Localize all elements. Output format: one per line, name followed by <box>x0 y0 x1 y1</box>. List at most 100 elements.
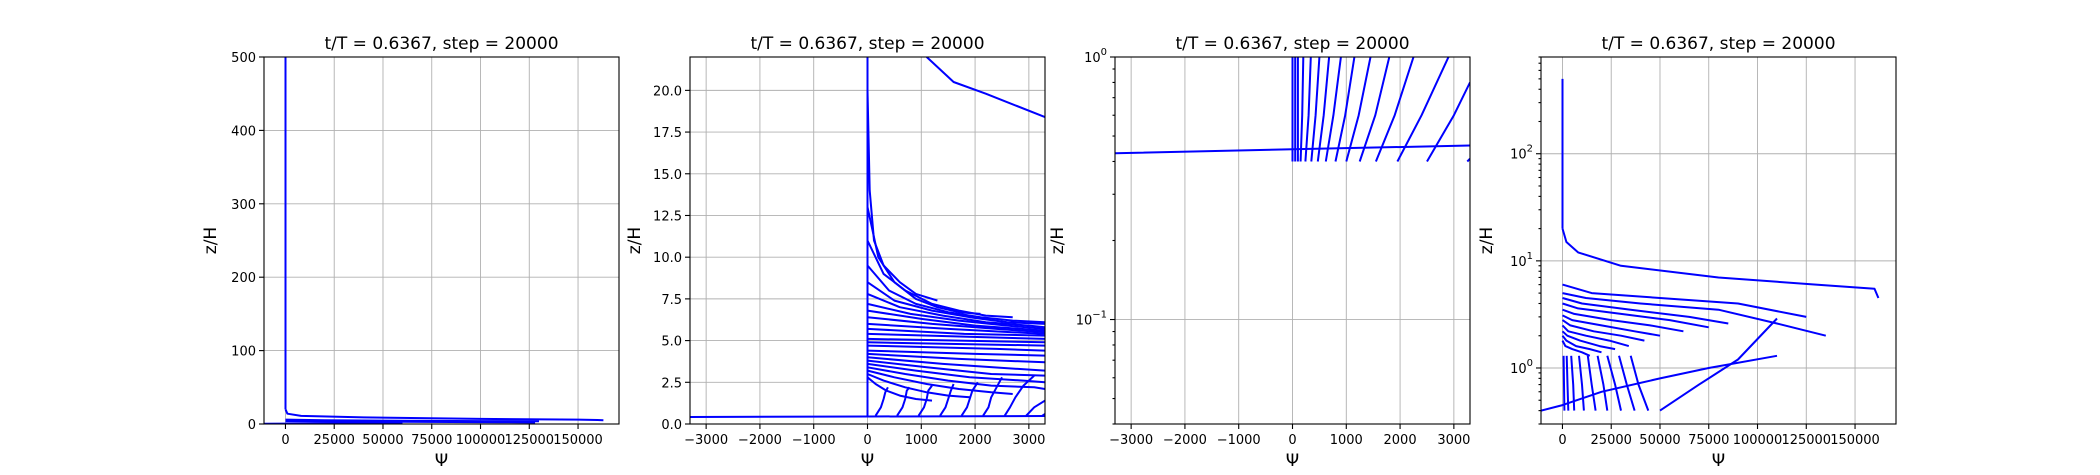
subplot-4-profile-line <box>1562 308 1684 333</box>
subplot-2-profile-line <box>867 344 1045 352</box>
subplot-4: t/T = 0.6367, step = 20000 Ψ z/H 0 25000 5… <box>1477 34 1897 471</box>
subplot-4-profile-line <box>1606 355 1622 411</box>
subplot-4-profile-line <box>1659 317 1778 412</box>
subplot-4-x-tick-label: 125000 <box>1781 433 1831 448</box>
subplot-2-y-tick-label: 20.0 <box>653 84 682 99</box>
subplot-4-profile-line <box>1562 292 1827 337</box>
subplot-2-profile-line <box>867 373 970 399</box>
subplot-3-x-tick-label: −2000 <box>1163 433 1207 448</box>
subplot-4-y-axis-label: z/H <box>1477 227 1497 254</box>
subplot-2-y-tick-label: 2.5 <box>661 376 682 391</box>
subplot-3-x-tick-label: 1000 <box>1330 433 1363 448</box>
subplot-1: t/T = 0.6367, step = 20000 Ψ z/H 0 25000 5… <box>201 34 620 471</box>
subplot-2-profile-line <box>866 206 981 315</box>
subplot-4-profile-line <box>1618 355 1636 411</box>
subplot-3-x-tick-label: 0 <box>1288 433 1296 448</box>
subplot-2-profile-line <box>867 362 1045 384</box>
subplot-3: t/T = 0.6367, step = 20000 Ψ z/H −3000 −2… <box>1048 34 1471 471</box>
subplot-2-profile-line <box>939 383 955 417</box>
subplot-1-axes-frame <box>263 56 620 425</box>
subplot-2-y-tick-label: 15.0 <box>653 168 682 183</box>
subplot-1-y-tick-label: 100 <box>231 345 256 360</box>
subplot-2-axes-frame <box>689 56 1046 425</box>
subplot-2-profile-line <box>867 341 1045 347</box>
subplot-4-profile-line <box>1578 355 1585 411</box>
subplot-3-y-axis-label: z/H <box>1048 227 1068 254</box>
subplot-2-profile-line <box>960 381 979 417</box>
subplot-2-profile-line <box>1003 374 1035 417</box>
subplot-2-profile-line <box>867 352 1045 364</box>
subplot-3-profile-line <box>1426 81 1470 163</box>
subplot-1-x-axis-label: Ψ <box>435 451 448 471</box>
subplot-2-title: t/T = 0.6367, step = 20000 <box>750 34 984 54</box>
subplot-3-profile-line <box>1358 57 1391 162</box>
subplot-2-y-tick-label: 12.5 <box>653 209 682 224</box>
subplot-4-profile-line <box>1562 355 1566 411</box>
subplot-2-y-tick-label: 5.0 <box>661 335 682 350</box>
subplot-3-profile-line <box>1345 57 1372 162</box>
subplot-4-x-tick-label: 75000 <box>1688 433 1729 448</box>
subplot-1-x-tick-label: 125000 <box>504 433 554 448</box>
subplot-1-y-axis-label: z/H <box>201 227 221 254</box>
subplot-4-profile-line <box>1561 330 1616 351</box>
subplot-2-y-tick-label: 0.0 <box>661 418 682 433</box>
subplot-2-lines <box>690 57 1045 418</box>
subplot-2-y-tick-label: 10.0 <box>653 251 682 266</box>
subplot-4-x-tick-label: 150000 <box>1830 433 1880 448</box>
subplot-2-profile-line <box>867 309 1045 332</box>
subplot-4-profile-line <box>1562 283 1807 318</box>
subplot-3-x-tick-label: 2000 <box>1384 433 1417 448</box>
subplot-3-profile-line <box>1310 57 1321 162</box>
subplot-1-profile-line <box>284 408 604 422</box>
subplot-1-grid <box>264 56 619 425</box>
subplot-2-profile-line <box>917 385 933 417</box>
subplot-4-profile-line <box>1570 355 1576 411</box>
subplot-2-profile-line <box>874 386 889 417</box>
subplot-1-y-tick-label: 200 <box>231 271 256 286</box>
subplot-3-lines <box>1115 57 1470 163</box>
subplot-2-profile-line <box>926 57 1045 119</box>
subplot-4-profile-line <box>1565 355 1570 411</box>
subplot-4-profile-line <box>1561 340 1591 357</box>
subplot-2-x-tick-label: 3000 <box>1012 433 1045 448</box>
subplot-4-axes-frame <box>1540 56 1897 425</box>
subplot-2: t/T = 0.6367, step = 20000 Ψ z/H −3000 −2… <box>625 34 1046 471</box>
subplot-4-title: t/T = 0.6367, step = 20000 <box>1601 34 1835 54</box>
subplot-1-x-tick-label: 150000 <box>553 433 603 448</box>
subplot-4-x-tick-label: 25000 <box>1591 433 1632 448</box>
subplot-4-profile-line <box>1562 314 1661 337</box>
subplot-2-profile-line <box>867 349 1045 357</box>
subplot-2-y-tick-label: 17.5 <box>653 126 682 141</box>
subplot-2-y-tick-label: 7.5 <box>661 293 682 308</box>
subplot-1-x-tick-label: 0 <box>281 433 289 448</box>
subplot-2-x-tick-label: −2000 <box>738 433 782 448</box>
subplot-2-profile-line <box>867 356 1045 372</box>
subplot-2-x-tick-label: 0 <box>863 433 871 448</box>
subplot-3-x-tick-label: −3000 <box>1109 433 1153 448</box>
subplot-2-profile-line <box>867 316 1045 334</box>
subplot-4-x-tick-label: 50000 <box>1639 433 1680 448</box>
subplot-2-profile-line <box>982 376 1003 417</box>
subplot-1-y-tick-label: 400 <box>231 124 256 139</box>
subplot-2-profile-line <box>896 386 911 417</box>
subplot-2-profile-line <box>867 332 1045 340</box>
subplot-3-x-tick-label: 3000 <box>1437 433 1470 448</box>
subplot-3-profile-line <box>1304 57 1312 162</box>
subplot-1-profile-line <box>285 418 540 423</box>
subplot-4-profile-line <box>1562 297 1729 325</box>
subplot-2-x-axis-label: Ψ <box>861 451 874 471</box>
subplot-1-y-tick-label: 500 <box>231 51 256 66</box>
subplot-1-x-tick-label: 75000 <box>411 433 452 448</box>
subplot-2-profile-line <box>867 337 1045 344</box>
subplot-4-x-axis-label: Ψ <box>1712 451 1725 471</box>
subplot-2-profile-line <box>867 327 1045 337</box>
subplot-3-profile-line <box>1299 57 1305 162</box>
subplot-4-profile-line <box>1562 302 1709 329</box>
subplot-1-x-tick-label: 25000 <box>314 433 355 448</box>
subplot-3-axes-frame <box>1114 56 1471 425</box>
subplot-2-x-tick-label: −3000 <box>684 433 728 448</box>
subplot-4-profile-line <box>1541 354 1778 412</box>
subplot-2-y-axis-label: z/H <box>625 227 645 254</box>
subplot-2-x-tick-label: 1000 <box>905 433 938 448</box>
